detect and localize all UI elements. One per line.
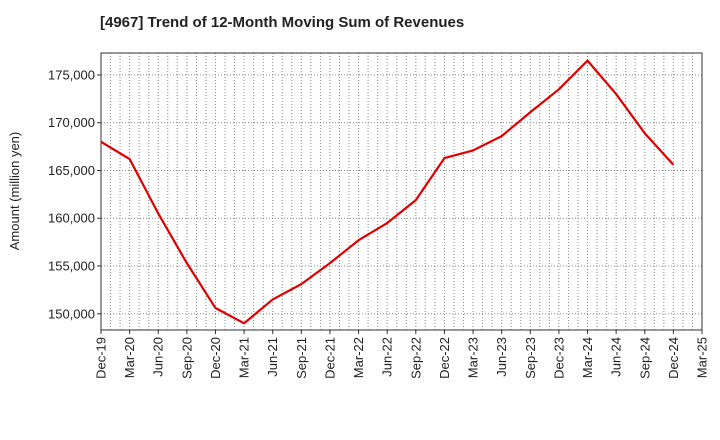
y-tick-label: 175,000 bbox=[48, 67, 95, 82]
x-tick-label: Jun-20 bbox=[151, 337, 166, 377]
x-tick-label: Mar-25 bbox=[695, 337, 710, 378]
y-tick-label: 150,000 bbox=[48, 306, 95, 321]
plot-area-border bbox=[100, 52, 703, 331]
x-tick-label: Dec-21 bbox=[322, 337, 337, 379]
x-tick-label: Dec-23 bbox=[551, 337, 566, 379]
x-tick-label: Jun-24 bbox=[609, 337, 624, 377]
x-tick-label: Sep-24 bbox=[637, 337, 652, 379]
series-group bbox=[100, 59, 675, 325]
x-tick-label: Sep-21 bbox=[294, 337, 309, 379]
y-axis-ticks: 150,000 155,000 160,000 165,000 170,000 175,0… bbox=[48, 67, 101, 321]
chart-title: [4967] Trend of 12-Month Moving Sum of R… bbox=[100, 14, 465, 31]
x-tick-label: Sep-22 bbox=[408, 337, 423, 379]
x-tick-label: Dec-24 bbox=[666, 337, 681, 379]
grid-lines bbox=[101, 53, 702, 330]
x-tick-label: Jun-23 bbox=[494, 337, 509, 377]
y-tick-label: 170,000 bbox=[48, 115, 95, 130]
y-tick-label: 160,000 bbox=[48, 211, 95, 226]
y-tick-label: 155,000 bbox=[48, 259, 95, 274]
x-tick-label: Dec-19 bbox=[94, 337, 109, 379]
y-axis-title: Amount (million yen) bbox=[7, 132, 22, 251]
x-tick-label: Jun-22 bbox=[380, 337, 395, 377]
series-line bbox=[100, 59, 675, 325]
x-tick-label: Mar-23 bbox=[466, 337, 481, 378]
x-tick-label: Dec-22 bbox=[437, 337, 452, 379]
x-tick-label: Mar-20 bbox=[122, 337, 137, 378]
x-tick-label: Jun-21 bbox=[265, 337, 280, 377]
x-tick-label: Mar-21 bbox=[237, 337, 252, 378]
x-tick-label: Mar-24 bbox=[580, 337, 595, 378]
x-tick-label: Sep-20 bbox=[179, 337, 194, 379]
y-tick-label: 165,000 bbox=[48, 163, 95, 178]
x-axis-ticks: Dec-19 Mar-20 Jun-20 Sep-20 Dec-20 Mar-21 Jun-… bbox=[94, 330, 710, 379]
x-tick-label: Dec-20 bbox=[208, 337, 223, 379]
x-tick-label: Mar-22 bbox=[351, 337, 366, 378]
x-tick-label: Sep-23 bbox=[523, 337, 538, 379]
